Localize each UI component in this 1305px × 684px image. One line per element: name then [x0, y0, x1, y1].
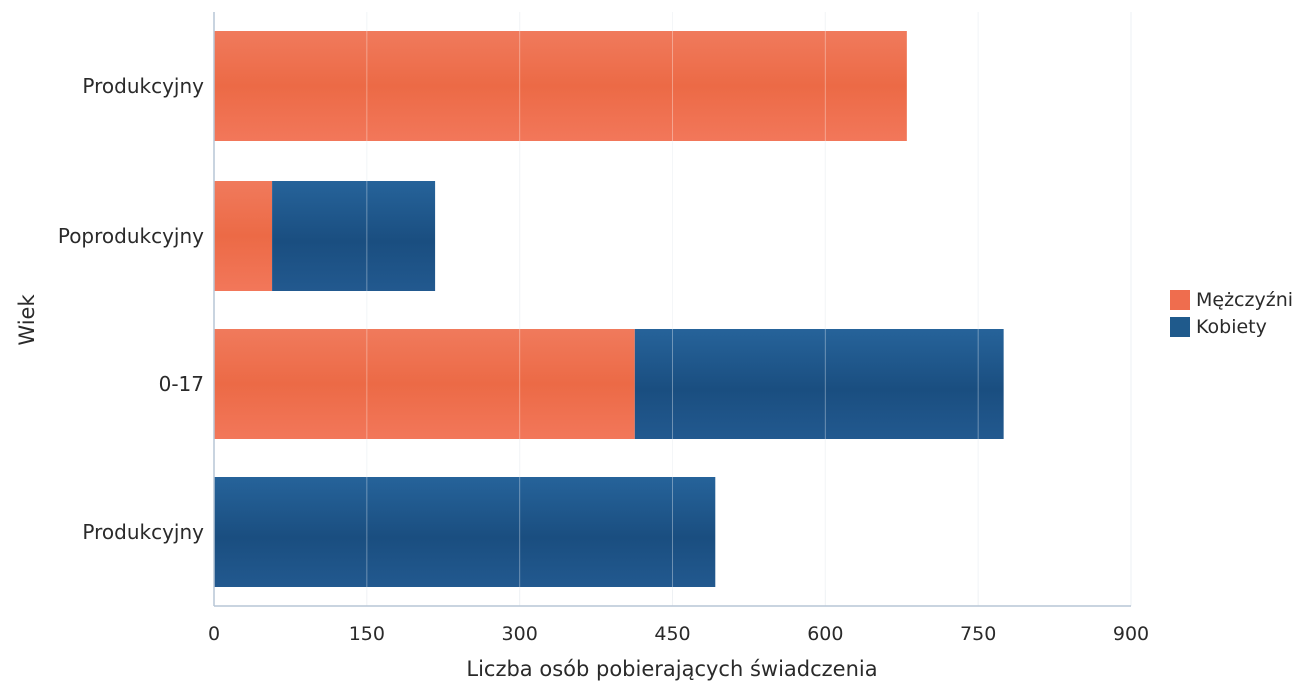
- x-tick-label: 300: [502, 623, 538, 645]
- category-label: Poprodukcyjny: [58, 224, 204, 248]
- category-labels: Produkcyjny Poprodukcyjny 0-17 Produkcyjny: [58, 74, 204, 544]
- legend-swatch: [1170, 290, 1190, 310]
- category-label: 0-17: [159, 372, 204, 396]
- category-label: Produkcyjny: [82, 520, 204, 544]
- x-tick-label: 150: [349, 623, 385, 645]
- x-tick-label: 0: [208, 623, 220, 645]
- bar-segment: [272, 181, 436, 291]
- legend-swatch: [1170, 317, 1190, 337]
- y-axis-title: Wiek: [15, 294, 39, 346]
- bar-segment: [214, 181, 273, 291]
- bar-segment: [634, 329, 1004, 439]
- x-tick-label: 900: [1113, 623, 1149, 645]
- bar-segment: [214, 31, 907, 141]
- x-axis-title: Liczba osób pobierających świadczenia: [466, 657, 877, 681]
- legend-label: Kobiety: [1196, 316, 1267, 338]
- bar-segment: [214, 329, 635, 439]
- bar-segment: [214, 477, 716, 587]
- x-tick-label: 750: [960, 623, 996, 645]
- legend: Mężczyźni Kobiety: [1170, 289, 1293, 338]
- bars: [214, 12, 1004, 590]
- category-label: Produkcyjny: [82, 74, 204, 98]
- x-tick-labels: 0 150 300 450 600 750 900: [208, 623, 1149, 645]
- x-tick-label: 450: [654, 623, 690, 645]
- x-tick-label: 600: [807, 623, 843, 645]
- legend-label: Mężczyźni: [1196, 289, 1293, 311]
